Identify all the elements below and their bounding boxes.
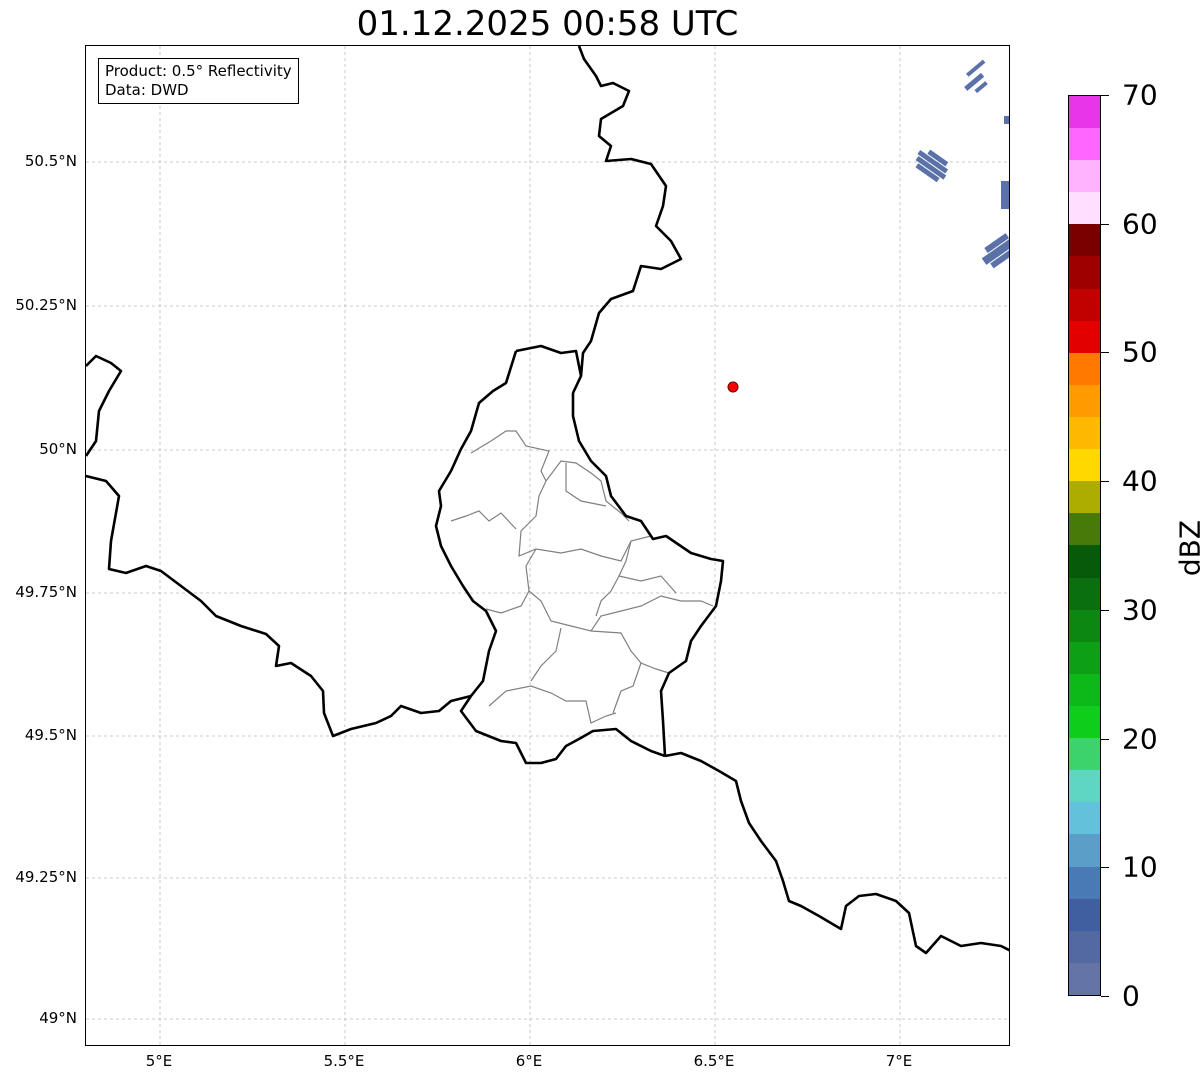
lon-tick: 5.5°E	[323, 1052, 365, 1070]
colorbar-segment	[1069, 962, 1100, 995]
colorbar-tick-label: 0	[1122, 979, 1140, 1013]
colorbar-segment	[1069, 609, 1100, 642]
colorbar-segment	[1069, 352, 1100, 385]
lon-tick: 7°E	[885, 1052, 913, 1070]
colorbar-tick-label: 50	[1122, 335, 1158, 369]
colorbar-tick-mark	[1101, 867, 1109, 869]
colorbar-tick-label: 20	[1122, 722, 1158, 756]
colorbar-segment	[1069, 384, 1100, 418]
lat-tick: 50°N	[39, 440, 77, 458]
colorbar-segment	[1069, 95, 1100, 129]
colorbar-tick-mark	[1101, 738, 1109, 740]
lon-tick: 6.5°E	[693, 1052, 735, 1070]
colorbar-segment	[1069, 417, 1100, 450]
lon-tick: 5°E	[145, 1052, 173, 1070]
colorbar-segment	[1069, 834, 1100, 867]
colorbar-segment	[1069, 192, 1100, 225]
colorbar-segment	[1069, 320, 1100, 353]
admin-boundaries	[450, 430, 714, 724]
radar-station-marker	[727, 381, 739, 393]
colorbar-segment	[1069, 224, 1100, 257]
colorbar-segment	[1069, 545, 1100, 578]
colorbar-segment	[1069, 930, 1100, 963]
colorbar-label: dBZ	[1173, 519, 1202, 577]
colorbar-segment	[1069, 513, 1100, 546]
colorbar-segment	[1069, 160, 1100, 193]
colorbar-tick-label: 60	[1122, 207, 1158, 241]
colorbar-tick-mark	[1101, 95, 1109, 96]
map-title: 01.12.2025 00:58 UTC	[356, 4, 739, 44]
radar-echoes	[915, 59, 1009, 269]
colorbar-segment	[1069, 641, 1100, 674]
colorbar-segment	[1069, 449, 1100, 482]
map-plot: Product: 0.5° Reflectivity Data: DWD	[85, 45, 1010, 1046]
colorbar-tick-mark	[1101, 223, 1109, 225]
colorbar-segment	[1069, 481, 1100, 514]
colorbar-tick-mark	[1101, 996, 1109, 997]
colorbar-tick-label: 40	[1122, 464, 1158, 498]
map-canvas	[86, 46, 1009, 1045]
colorbar-segment	[1069, 288, 1100, 321]
lat-tick: 49°N	[39, 1009, 77, 1027]
colorbar-segment	[1069, 770, 1100, 803]
colorbar-tick-mark	[1101, 352, 1109, 354]
lat-tick: 49.25°N	[15, 868, 77, 886]
colorbar-segment	[1069, 577, 1100, 610]
colorbar-segment	[1069, 128, 1100, 161]
colorbar-segment	[1069, 256, 1100, 289]
colorbar-segment	[1069, 706, 1100, 739]
country-borders	[86, 46, 1009, 955]
lon-tick: 6°E	[515, 1052, 543, 1070]
lat-tick: 49.5°N	[24, 726, 77, 744]
colorbar-tick-label: 70	[1122, 78, 1158, 112]
lat-tick: 50.25°N	[15, 296, 77, 314]
colorbar-segment	[1069, 866, 1100, 899]
colorbar-segment	[1069, 898, 1100, 931]
colorbar-tick-mark	[1101, 481, 1109, 483]
colorbar-tick-label: 10	[1122, 850, 1158, 884]
lat-tick: 49.75°N	[15, 583, 77, 601]
data-source-label: Data: DWD	[105, 81, 189, 99]
colorbar-segment	[1069, 673, 1100, 707]
colorbar-tick-mark	[1101, 609, 1109, 611]
product-label: Product: 0.5° Reflectivity	[105, 62, 292, 80]
product-info-box: Product: 0.5° Reflectivity Data: DWD	[98, 58, 299, 104]
colorbar-tick-label: 30	[1122, 593, 1158, 627]
gridlines	[86, 46, 1009, 1045]
colorbar	[1068, 95, 1101, 996]
colorbar-segment	[1069, 738, 1100, 771]
lat-tick: 50.5°N	[24, 152, 77, 170]
colorbar-segment	[1069, 802, 1100, 835]
